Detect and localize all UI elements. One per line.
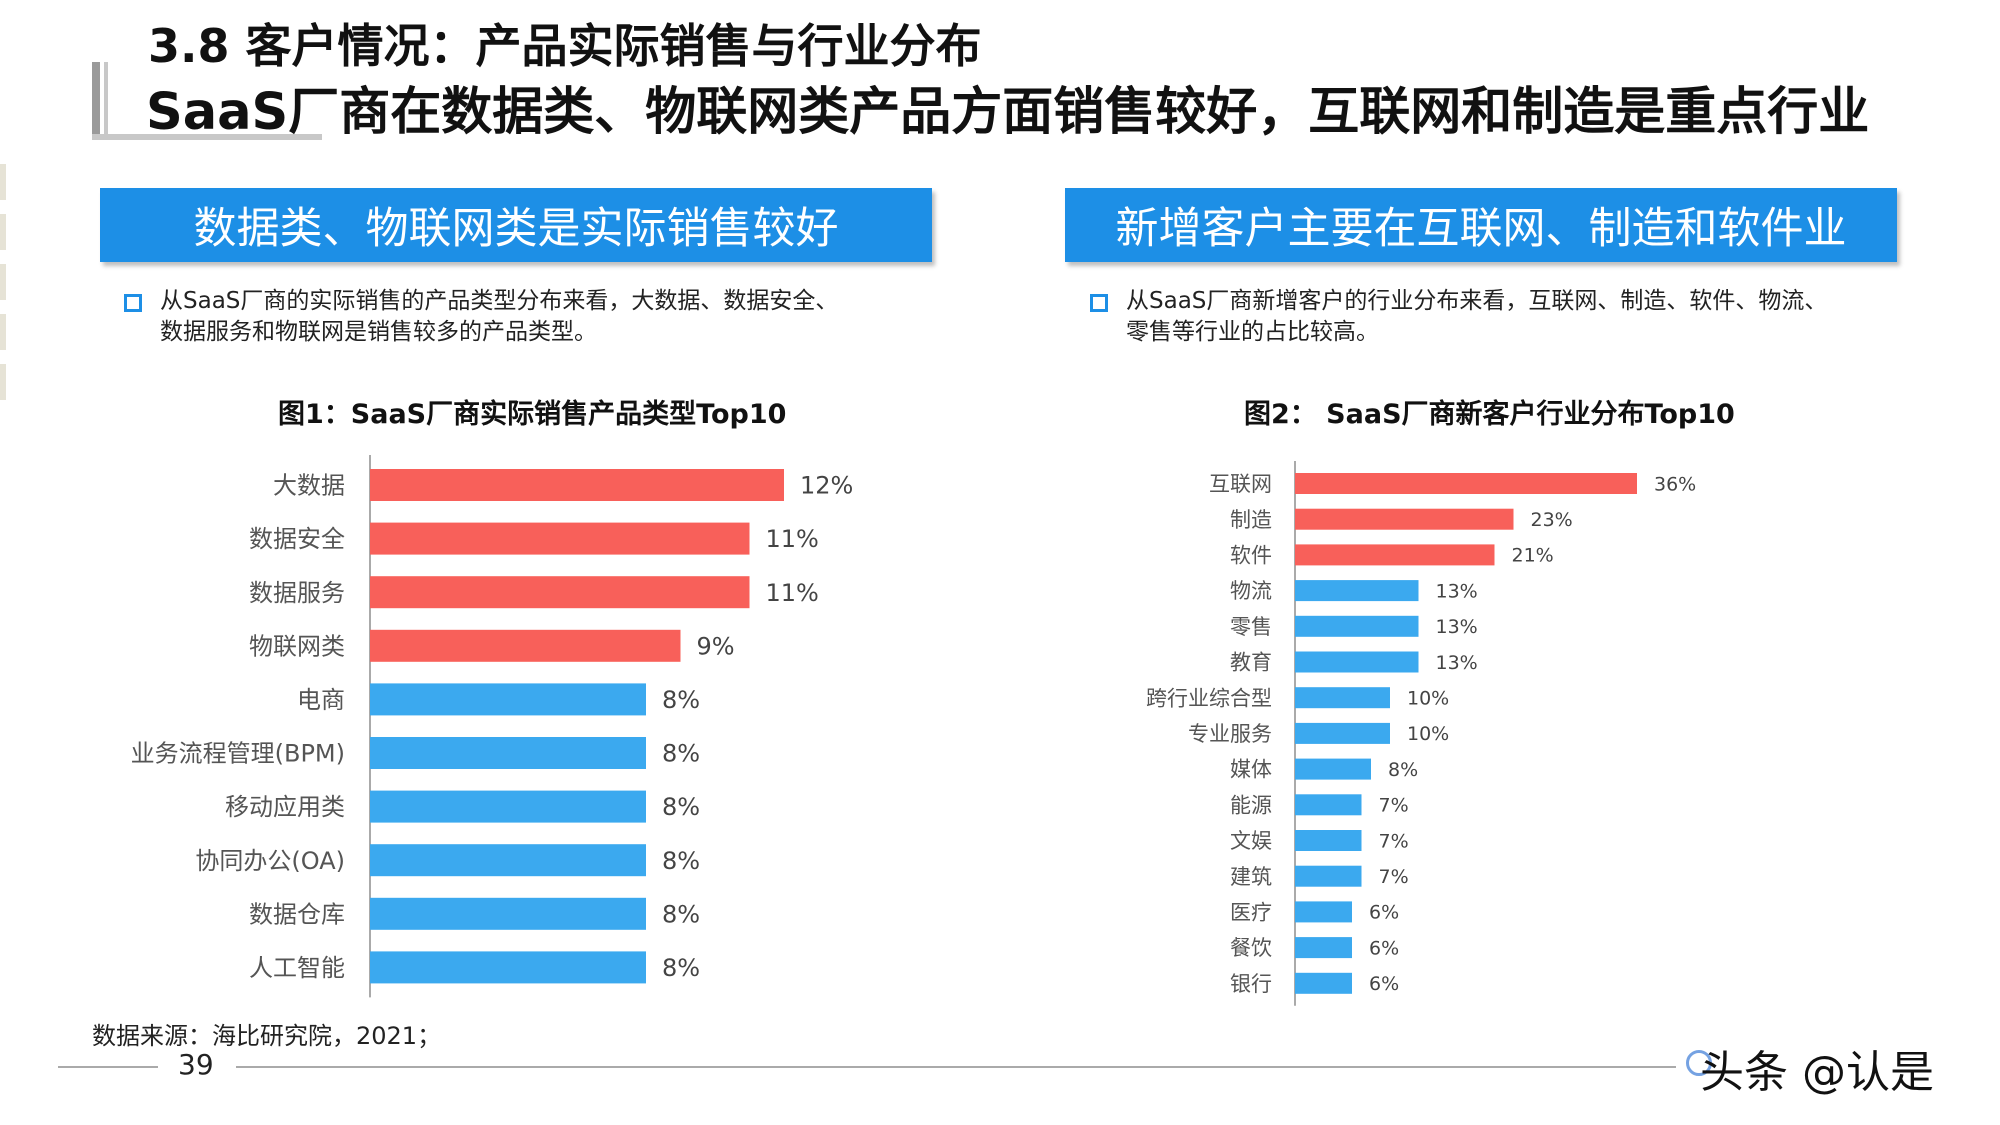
bar — [370, 522, 750, 555]
bar — [1295, 794, 1362, 816]
left-bullet-line1: 从SaaS厂商的实际销售的产品类型分布来看，大数据、数据安全、 — [160, 288, 839, 314]
data-label: 21% — [1512, 545, 1554, 567]
right-banner: 新增客户主要在互联网、制造和软件业 — [1065, 188, 1897, 262]
category-label: 数据安全 — [249, 525, 345, 553]
category-label: 制造 — [1230, 508, 1272, 532]
category-label: 电商 — [297, 686, 345, 714]
data-label: 8% — [662, 793, 700, 821]
category-label: 专业服务 — [1188, 722, 1272, 746]
category-label: 物流 — [1230, 579, 1272, 603]
bar — [1295, 758, 1371, 780]
bar — [1295, 615, 1419, 637]
category-label: 建筑 — [1230, 865, 1272, 889]
category-label: 移动应用类 — [225, 793, 345, 821]
data-label: 6% — [1369, 937, 1399, 959]
category-label: 人工智能 — [249, 954, 345, 982]
category-label: 餐饮 — [1230, 936, 1272, 960]
right-bullet-line2: 零售等行业的占比较高。 — [1126, 319, 1379, 345]
data-source: 数据来源：海比研究院，2021； — [92, 1022, 442, 1050]
data-label: 12% — [800, 472, 853, 500]
data-label: 11% — [766, 579, 819, 607]
data-label: 8% — [1388, 759, 1418, 781]
data-label: 10% — [1407, 688, 1449, 710]
data-label: 7% — [1379, 866, 1409, 888]
data-label: 6% — [1369, 973, 1399, 995]
bar — [1295, 972, 1352, 994]
credit-watermark: 头条 @认是 — [1700, 1047, 1934, 1098]
category-label: 数据仓库 — [249, 900, 345, 928]
bar — [370, 790, 646, 823]
title-underline-decoration — [92, 134, 322, 140]
bar — [1295, 544, 1495, 566]
category-label: 医疗 — [1230, 900, 1272, 924]
data-label: 8% — [662, 686, 700, 714]
left-bullet-line2: 数据服务和物联网是销售较多的产品类型。 — [160, 319, 597, 345]
bar — [1295, 508, 1514, 530]
data-label: 9% — [697, 632, 735, 660]
data-label: 11% — [766, 525, 819, 553]
footer-divider — [236, 1066, 1676, 1068]
data-label: 8% — [662, 900, 700, 928]
bullet-square-icon — [1090, 294, 1108, 312]
data-label: 13% — [1436, 580, 1478, 602]
edge-decoration — [0, 150, 6, 400]
data-label: 13% — [1436, 616, 1478, 638]
bar — [1295, 901, 1352, 923]
page-title: 3.8 客户情况：产品实际销售与行业分布 — [148, 19, 982, 73]
data-label: 8% — [662, 740, 700, 768]
page-number: 39 — [178, 1048, 214, 1081]
bar — [1295, 830, 1362, 851]
category-label: 数据服务 — [249, 579, 345, 607]
bar — [370, 897, 646, 930]
left-banner: 数据类、物联网类是实际销售较好 — [100, 188, 932, 262]
data-label: 8% — [662, 847, 700, 875]
category-label: 媒体 — [1230, 758, 1272, 782]
bar — [1295, 651, 1419, 673]
title-decoration-bar — [92, 62, 100, 140]
category-label: 跨行业综合型 — [1146, 686, 1272, 710]
bar — [1295, 687, 1390, 709]
credit-logo-icon — [1686, 1050, 1712, 1076]
category-label: 软件 — [1230, 543, 1272, 567]
data-label: 7% — [1379, 795, 1409, 817]
left-chart-title: 图1：SaaS厂商实际销售产品类型Top10 — [278, 399, 787, 430]
category-label: 业务流程管理(BPM) — [131, 740, 345, 768]
bar — [1295, 722, 1390, 744]
page-subtitle: SaaS厂商在数据类、物联网类产品方面销售较好，互联网和制造是重点行业 — [146, 83, 1870, 142]
category-label: 大数据 — [273, 472, 345, 500]
category-label: 物联网类 — [249, 632, 345, 660]
data-label: 23% — [1531, 509, 1573, 531]
industry-bar-chart: 互联网 36% 制造 23% 软件 21% 物流 13% 零售 13% 教育 13% 跨行业综合型 10%… — [1146, 461, 1696, 1006]
title-decoration-bar-light — [104, 62, 108, 140]
category-label: 文娱 — [1230, 829, 1272, 853]
bar — [370, 469, 784, 501]
bar — [370, 629, 681, 662]
bar — [1295, 937, 1352, 959]
bar — [1295, 580, 1419, 602]
data-label: 36% — [1654, 473, 1696, 495]
right-chart-title: 图2： SaaS厂商新客户行业分布Top10 — [1244, 399, 1735, 430]
data-label: 8% — [662, 954, 700, 982]
data-label: 7% — [1379, 830, 1409, 852]
product-type-bar-chart: 大数据 12% 数据安全 11% 数据服务 11% 物联网类 9% 电商 8% 业务流程管理(BPM… — [131, 455, 853, 998]
category-label: 互联网 — [1209, 472, 1272, 496]
bar — [370, 576, 750, 609]
bullet-square-icon — [124, 294, 142, 312]
bar — [370, 844, 646, 877]
data-label: 10% — [1407, 723, 1449, 745]
data-label: 13% — [1436, 652, 1478, 674]
category-label: 能源 — [1230, 793, 1272, 817]
footer-divider — [58, 1066, 158, 1068]
bar — [1295, 473, 1637, 494]
category-label: 零售 — [1230, 615, 1272, 639]
category-label: 协同办公(OA) — [195, 847, 345, 875]
bar — [370, 737, 646, 769]
bar — [370, 683, 646, 716]
bar — [1295, 865, 1362, 887]
right-bullet-line1: 从SaaS厂商新增客户的行业分布来看，互联网、制造、软件、物流、 — [1126, 288, 1828, 314]
bar — [370, 951, 646, 984]
category-label: 银行 — [1230, 972, 1272, 996]
data-label: 6% — [1369, 902, 1399, 924]
category-label: 教育 — [1230, 651, 1272, 675]
